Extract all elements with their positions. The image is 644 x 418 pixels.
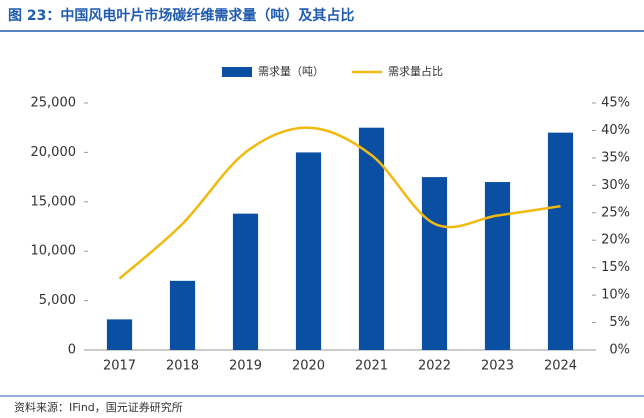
y-tick-label: 25,000 [31, 96, 77, 111]
source: 资料来源：IFind，国元证券研究所 [14, 400, 183, 414]
bar [169, 280, 196, 350]
legend-label: 需求量（吨） [258, 65, 324, 78]
legend-label: 需求量占比 [388, 64, 443, 78]
y2-tick-label: 0% [609, 343, 630, 358]
x-tick-label: 2020 [292, 359, 325, 374]
y2-tick-label: 10% [601, 288, 630, 303]
bar [358, 127, 385, 350]
y2-tick-label: 35% [601, 150, 630, 165]
x-tick-label: 2022 [418, 359, 451, 374]
y-tick-label: 20,000 [31, 145, 77, 160]
bar [547, 132, 574, 350]
y2-tick-label: 40% [601, 123, 630, 138]
y2-tick-label: 5% [609, 315, 630, 330]
y2-tick-label: 20% [601, 233, 630, 248]
y2-tick-label: 15% [601, 260, 630, 275]
y2-tick-label: 30% [601, 178, 630, 193]
x-tick-label: 2023 [481, 359, 514, 374]
x-tick-label: 2017 [103, 359, 136, 374]
y2-tick-label: 45% [601, 96, 630, 111]
y-tick-label: 0 [68, 343, 76, 358]
chart-title: 图 23：中国风电叶片市场碳纤维需求量（吨）及其占比 [8, 7, 354, 24]
y-tick-label: 5,000 [39, 293, 76, 308]
bar [421, 177, 448, 350]
x-tick-label: 2021 [355, 359, 388, 374]
x-tick-label: 2019 [229, 359, 262, 374]
bar [295, 152, 322, 350]
bar [106, 319, 133, 350]
y2-tick-label: 25% [601, 205, 630, 220]
y-tick-label: 15,000 [31, 194, 77, 209]
legend-swatch [222, 67, 252, 77]
x-tick-label: 2024 [544, 359, 577, 374]
line [118, 126, 561, 280]
y-tick-label: 10,000 [31, 244, 77, 259]
bar [484, 182, 511, 350]
bar [232, 213, 259, 350]
x-tick-label: 2018 [166, 359, 199, 374]
